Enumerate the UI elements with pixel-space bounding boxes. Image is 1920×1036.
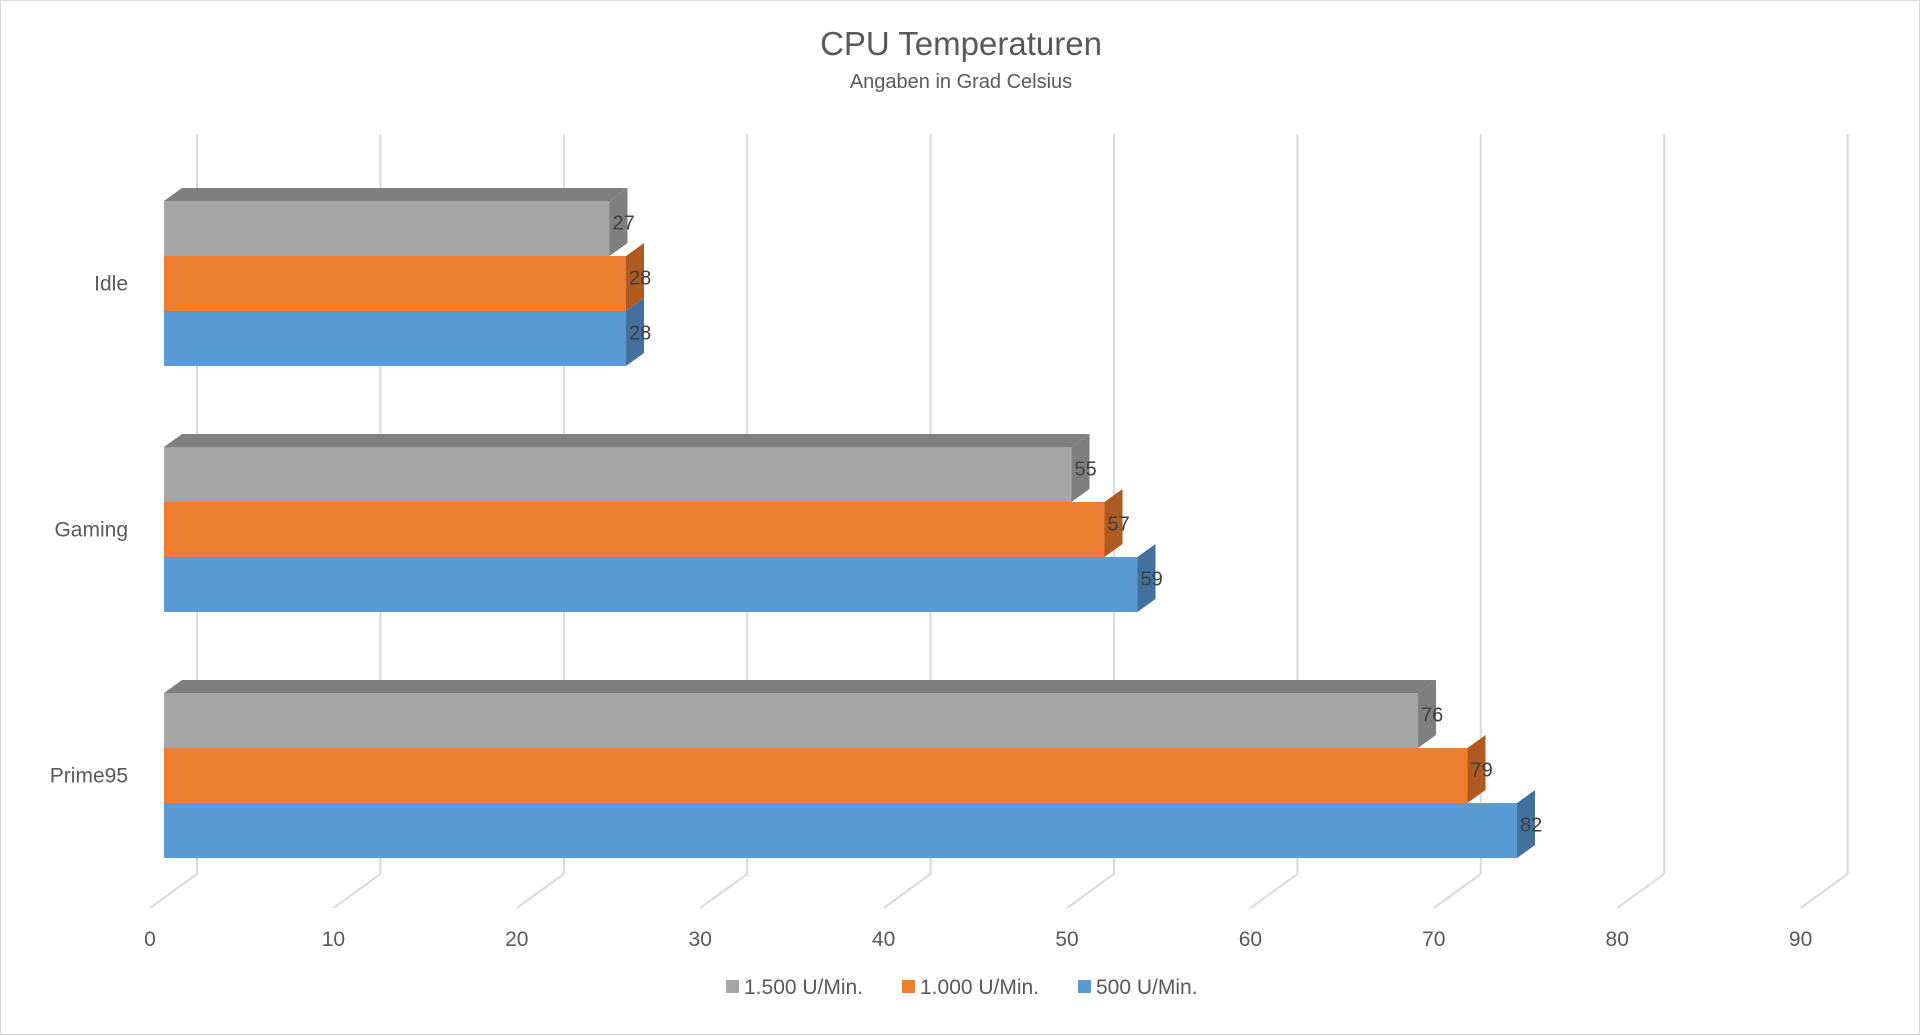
bar-side-face	[1071, 434, 1090, 502]
floor-gridline	[1800, 873, 1849, 909]
bar	[164, 311, 626, 366]
bar	[164, 447, 1072, 502]
floor-gridline	[1433, 873, 1482, 909]
data-label: 82	[1520, 815, 1542, 837]
data-label: 28	[629, 268, 651, 290]
bar-side-face	[1467, 735, 1486, 803]
x-tick-label: 90	[1789, 928, 1812, 951]
x-tick-label: 0	[144, 928, 156, 951]
floor-gridline	[699, 873, 748, 909]
data-label: 28	[629, 323, 651, 345]
x-tick-label: 10	[322, 928, 345, 951]
legend: 1.500 U/Min. 1.000 U/Min. 500 U/Min.	[726, 976, 1198, 999]
floor-gridline	[1066, 873, 1115, 909]
chart-title: CPU Temperaturen	[820, 25, 1102, 62]
bar-side-face	[609, 188, 628, 256]
x-tick-label: 20	[505, 928, 528, 951]
legend-marker	[726, 980, 739, 993]
floor-gridline	[516, 873, 565, 909]
legend-label: 500 U/Min.	[1096, 976, 1198, 999]
data-label: 59	[1141, 569, 1163, 591]
bar-side-face	[1104, 489, 1123, 557]
bar-top-face	[164, 680, 1436, 693]
legend-marker	[902, 980, 915, 993]
floor-gridline	[149, 873, 198, 909]
legend-label: 1.000 U/Min.	[920, 976, 1039, 999]
x-tick-label: 50	[1055, 928, 1078, 951]
floor-gridline	[332, 873, 381, 909]
bar-top-face	[164, 188, 628, 201]
bar-side-face	[1137, 544, 1156, 612]
floor-gridline	[1616, 873, 1665, 909]
bar	[164, 803, 1517, 858]
bar-side-face	[1517, 790, 1535, 858]
data-label: 79	[1471, 760, 1493, 782]
bar	[164, 502, 1105, 557]
data-label: 55	[1075, 459, 1097, 481]
x-tick-label: 80	[1606, 928, 1629, 951]
bar	[164, 693, 1418, 748]
category-label: Idle	[94, 273, 128, 296]
x-tick-label: 60	[1239, 928, 1262, 951]
bar	[164, 557, 1138, 612]
x-tick-label: 30	[689, 928, 712, 951]
data-label: 76	[1421, 705, 1443, 727]
labels: 0 10 20 30 40 50 60 70 80 90 27 28 28 Idle 55 57 59 Gamin…	[50, 213, 1812, 952]
bar	[164, 256, 626, 311]
bar-side-face	[1418, 680, 1436, 748]
bars	[164, 188, 1535, 858]
bar-top-face	[164, 434, 1090, 447]
data-label: 57	[1108, 514, 1130, 536]
category-label: Gaming	[54, 519, 128, 542]
category-label: Prime95	[50, 765, 128, 788]
data-label: 27	[613, 213, 635, 235]
floor-gridline	[883, 873, 932, 909]
bar	[164, 748, 1468, 803]
floor-gridline	[1249, 873, 1298, 909]
bar-side-face	[626, 298, 644, 366]
x-tick-label: 70	[1422, 928, 1445, 951]
x-tick-label: 40	[872, 928, 895, 951]
chart-subtitle: Angaben in Grad Celsius	[850, 71, 1072, 93]
legend-marker	[1078, 980, 1091, 993]
bar-side-face	[626, 243, 644, 311]
legend-label: 1.500 U/Min.	[744, 976, 863, 999]
bar	[164, 201, 610, 256]
